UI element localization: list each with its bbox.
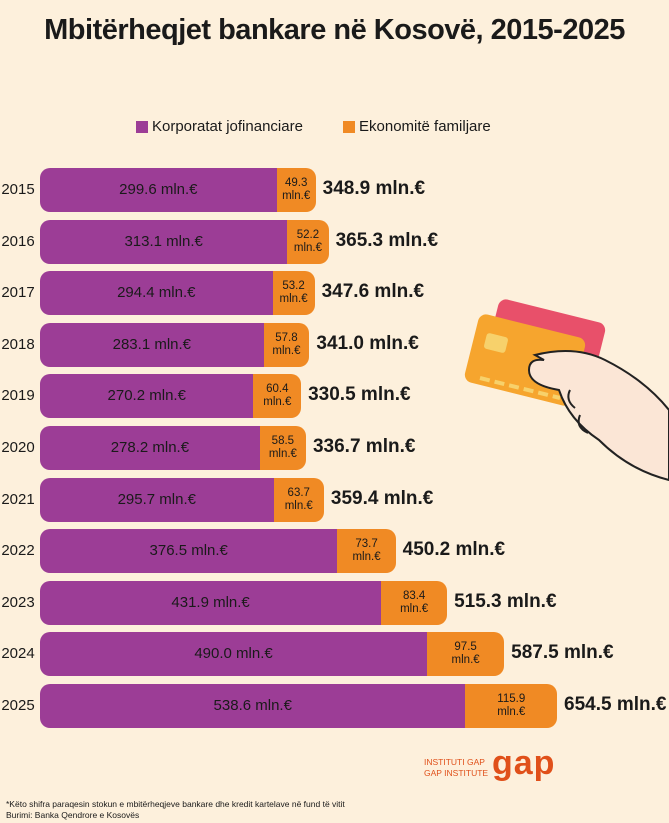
value-label: 53.2 mln.€ (279, 280, 308, 306)
value-label: 490.0 mln.€ (194, 645, 273, 663)
bar (263, 322, 310, 367)
total-label: 359.4 mln.€ (330, 487, 434, 509)
logo-line: GAP INSTITUTE (424, 768, 489, 778)
bar (287, 219, 329, 264)
y-tick-label: 2023 (1, 593, 35, 611)
bar (465, 684, 558, 728)
y-tick-label: 2018 (1, 335, 35, 353)
bar (259, 426, 306, 470)
bar (40, 632, 428, 677)
value-label: 538.6 mln.€ (213, 697, 292, 714)
total-label: 587.5 mln.€ (511, 642, 614, 664)
legend-swatch (136, 120, 148, 133)
value-label: 431.9 mln.€ (171, 593, 250, 611)
value-label: 58.5 mln.€ (268, 435, 297, 460)
legend-label: Korporatat jofinanciare (152, 118, 303, 135)
logo-brand: gap (492, 744, 555, 783)
value-label: 52.2 mln.€ (293, 228, 323, 254)
y-tick-label: 2021 (1, 490, 35, 508)
bar (40, 271, 273, 316)
total-label: 365.3 mln.€ (335, 229, 439, 251)
bar (40, 322, 264, 367)
value-label: 283.1 mln.€ (112, 335, 192, 353)
bar (40, 684, 466, 728)
y-tick-label: 2016 (1, 232, 35, 250)
bar (381, 580, 448, 625)
value-label: 97.5 mln.€ (451, 641, 480, 667)
chart-title: Mbitërheqjet bankare në Kosovë, 2015-202… (44, 14, 625, 46)
value-label: 294.4 mln.€ (117, 284, 196, 302)
logo-text: INSTITUTI GAP GAP INSTITUTE (424, 757, 488, 779)
bar (40, 219, 288, 264)
bar (40, 374, 254, 419)
value-label: 60.4 mln.€ (263, 383, 292, 409)
y-tick-label: 2015 (1, 181, 35, 198)
total-label: 330.5 mln.€ (308, 384, 411, 406)
legend-item: Korporatat jofinanciare (136, 118, 303, 135)
total-label: 347.6 mln.€ (321, 281, 425, 303)
total-label: 450.2 mln.€ (402, 539, 506, 561)
value-label: 270.2 mln.€ (107, 387, 186, 405)
value-label: 83.4 mln.€ (400, 589, 429, 615)
bar (273, 477, 324, 522)
bar (40, 477, 274, 522)
bar (276, 168, 316, 212)
footnote: *Këto shifra paraqesin stokun e mbitërhe… (6, 799, 345, 821)
total-label: 348.9 mln.€ (322, 178, 426, 199)
value-label: 313.1 mln.€ (124, 232, 203, 250)
total-label: 654.5 mln.€ (564, 694, 667, 715)
bar (272, 271, 315, 316)
value-label: 57.8 mln.€ (272, 331, 301, 357)
total-label: 515.3 mln.€ (454, 590, 557, 612)
bar (40, 168, 277, 212)
value-label: 278.2 mln.€ (110, 439, 190, 456)
legend-swatch (343, 120, 355, 133)
footnote-text: *Këto shifra paraqesin stokun e mbitërhe… (6, 799, 345, 809)
source: Burimi: Banka Qendrore e Kosovës (6, 810, 140, 820)
value-label: 63.7 mln.€ (284, 486, 313, 512)
value-label: 295.7 mln.€ (117, 490, 196, 508)
bar (253, 374, 302, 419)
value-label: 49.3 mln.€ (282, 177, 311, 202)
bar (40, 529, 338, 574)
total-label: 336.7 mln.€ (312, 436, 416, 457)
bar (337, 529, 396, 574)
legend-item: Ekonomitë familjare (343, 118, 491, 135)
legend-label: Ekonomitë familjare (359, 118, 491, 135)
value-label: 376.5 mln.€ (149, 542, 228, 560)
y-tick-label: 2022 (1, 542, 35, 560)
hand-illustration (464, 299, 669, 482)
value-label: 73.7 mln.€ (352, 538, 381, 564)
value-label: 115.9 mln.€ (497, 693, 526, 718)
y-tick-label: 2019 (1, 387, 35, 405)
y-tick-label: 2025 (1, 697, 35, 714)
bar (427, 632, 505, 677)
bar (40, 426, 260, 470)
logo-line: INSTITUTI GAP (424, 757, 485, 767)
bar (40, 580, 382, 625)
total-label: 341.0 mln.€ (316, 332, 419, 354)
value-label: 299.6 mln.€ (119, 181, 198, 198)
y-tick-label: 2017 (1, 284, 35, 302)
logo-word: gap (492, 744, 556, 782)
y-tick-label: 2020 (1, 439, 35, 456)
y-tick-label: 2024 (1, 645, 35, 663)
